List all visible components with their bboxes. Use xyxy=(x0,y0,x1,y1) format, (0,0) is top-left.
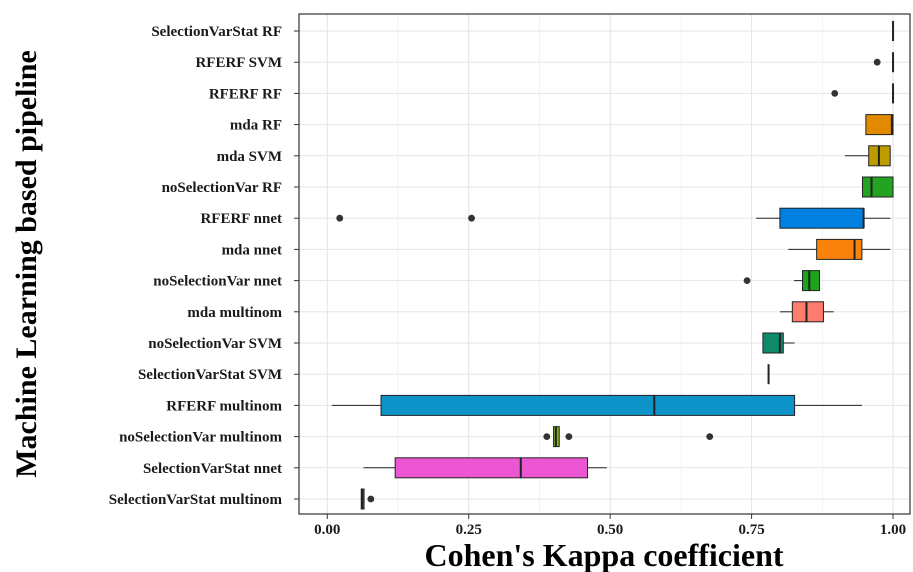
box-group xyxy=(762,332,795,354)
box-group xyxy=(743,270,820,292)
x-axis-title: Cohen's Kappa coefficient xyxy=(424,537,783,572)
x-tick-label: 1.00 xyxy=(880,522,906,538)
box-iqr xyxy=(380,394,796,416)
plot-background xyxy=(299,14,910,514)
category-labels: SelectionVarStat RF RFERF SVM RFERF RF mda … xyxy=(109,24,283,508)
box-iqr xyxy=(394,457,589,479)
box-iqr xyxy=(865,114,894,136)
category-label: RFERF multinom xyxy=(166,398,282,414)
category-label: mda SVM xyxy=(217,149,282,165)
outlier-point xyxy=(873,58,881,66)
box-group xyxy=(360,488,375,510)
category-label: SelectionVarStat SVM xyxy=(138,367,282,383)
category-label: noSelectionVar SVM xyxy=(148,336,282,352)
box-iqr xyxy=(779,207,865,229)
category-label: SelectionVarStat nnet xyxy=(143,461,282,477)
x-tick-label: 0.75 xyxy=(738,522,764,538)
box-group xyxy=(363,457,607,479)
box-iqr xyxy=(762,332,784,354)
box-group xyxy=(779,301,834,323)
category-label: noSelectionVar multinom xyxy=(119,430,282,446)
outlier-point xyxy=(468,214,475,222)
plot-border xyxy=(298,13,911,515)
category-label: RFERF nnet xyxy=(200,211,282,227)
category-label: RFERF SVM xyxy=(195,55,282,71)
x-tick-label: 0.50 xyxy=(597,522,623,538)
category-label: noSelectionVar RF xyxy=(162,180,282,196)
box-iqr xyxy=(861,176,894,198)
box-group xyxy=(788,238,891,260)
box-group xyxy=(865,114,894,136)
x-axis: 0.00 0.25 0.50 0.75 1.00 xyxy=(314,514,906,538)
category-label: SelectionVarStat RF xyxy=(151,24,282,40)
box-series xyxy=(331,21,895,510)
outlier-point xyxy=(831,90,839,97)
outlier-point xyxy=(336,214,344,222)
x-tick-label: 0.00 xyxy=(314,522,340,538)
box-group xyxy=(844,145,891,167)
category-label: RFERF RF xyxy=(209,86,282,102)
y-ticks xyxy=(294,30,299,500)
box-group xyxy=(336,207,891,229)
plot-panel xyxy=(298,13,911,515)
box-group xyxy=(331,394,862,416)
box-group xyxy=(873,52,895,73)
box-group xyxy=(831,83,895,104)
outlier-point xyxy=(565,433,573,440)
category-label: noSelectionVar nnet xyxy=(153,274,282,290)
category-label: mda multinom xyxy=(187,305,282,321)
box-group xyxy=(861,176,894,198)
box-iqr xyxy=(802,270,820,292)
box-iqr xyxy=(816,238,863,260)
y-axis-title: Machine Learning based pipeline xyxy=(10,50,43,478)
box-iqr xyxy=(791,301,824,323)
outlier-point xyxy=(743,277,751,284)
outlier-point xyxy=(367,495,375,503)
category-label: mda RF xyxy=(230,118,282,134)
outlier-point xyxy=(706,433,714,440)
x-tick-label: 0.25 xyxy=(456,522,482,538)
box-group xyxy=(543,426,714,448)
category-label: SelectionVarStat multinom xyxy=(109,492,283,508)
category-label: mda nnet xyxy=(222,242,282,258)
outlier-point xyxy=(543,433,551,440)
